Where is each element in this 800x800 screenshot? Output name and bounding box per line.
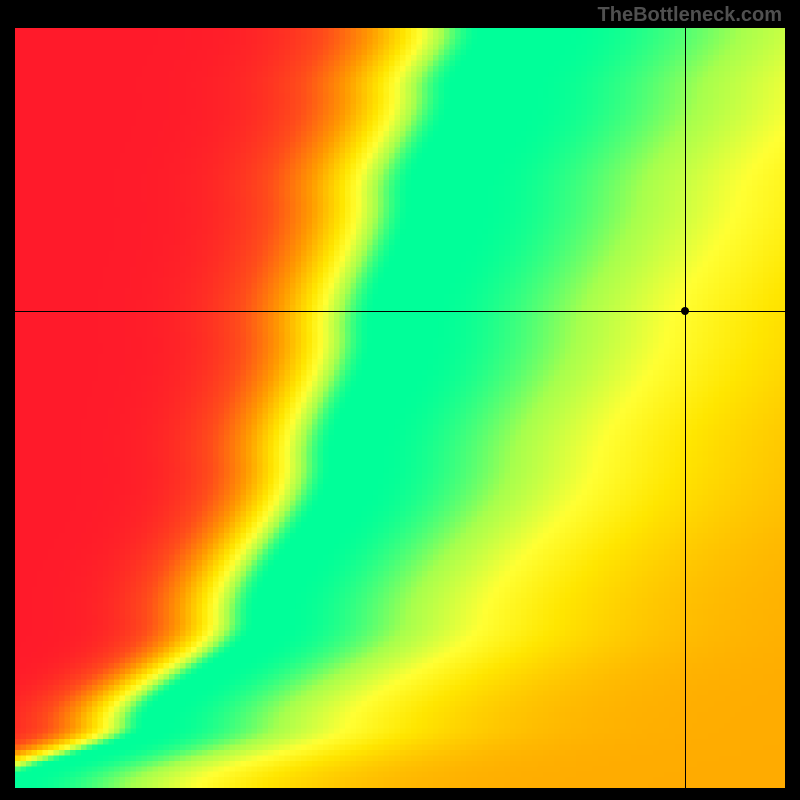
heatmap-canvas — [15, 28, 785, 788]
plot-area — [15, 28, 785, 788]
crosshair-horizontal — [15, 311, 785, 312]
crosshair-dot — [681, 307, 689, 315]
watermark-text: TheBottleneck.com — [598, 4, 782, 27]
chart-container: TheBottleneck.com — [0, 0, 800, 800]
crosshair-vertical — [685, 28, 686, 788]
